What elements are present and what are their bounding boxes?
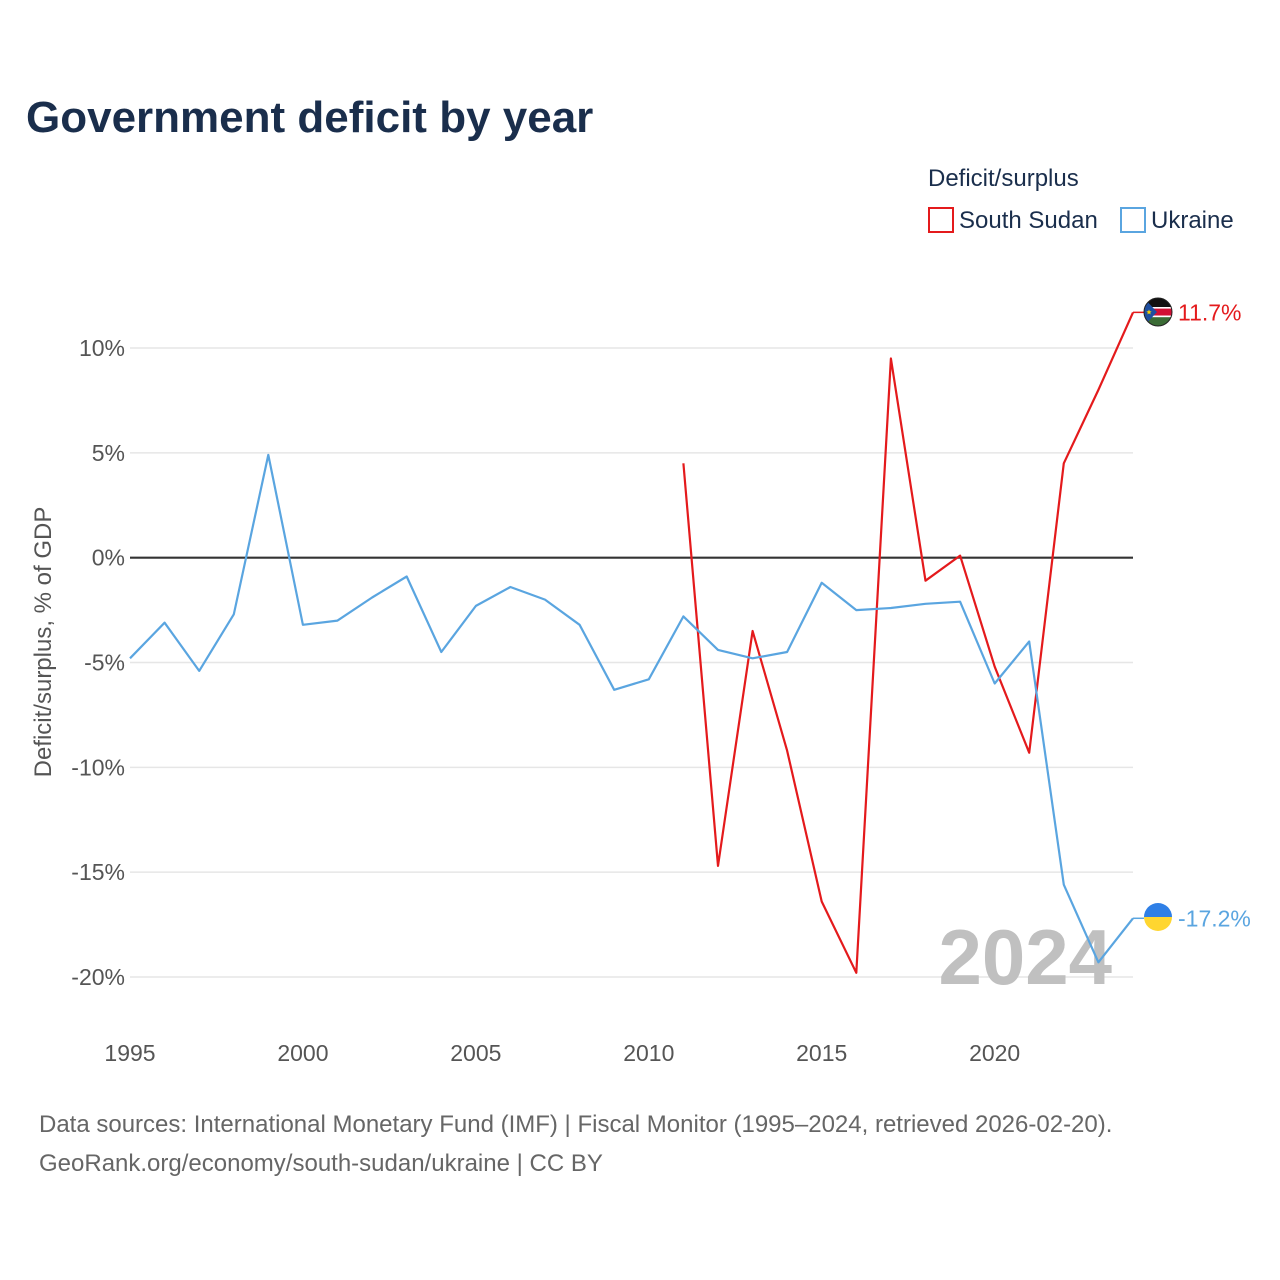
legend-title: Deficit/surplus xyxy=(928,165,1079,192)
south-sudan-flag-icon xyxy=(1144,298,1172,326)
end-labels: 11.7% -17.2% xyxy=(1133,299,1251,931)
ukraine-flag-icon xyxy=(1144,903,1172,931)
series-line-ukraine[interactable] xyxy=(129,453,1134,964)
series-line-south-sudan[interactable] xyxy=(682,311,1135,974)
legend-swatch-ukraine[interactable] xyxy=(1120,207,1146,233)
current-year-watermark: 2024 xyxy=(938,913,1112,1001)
y-axis-ticks: 10% 5% 0% -5% -10% -15% -20% xyxy=(71,335,125,990)
end-value-label-south-sudan: 11.7% xyxy=(1178,299,1242,325)
y-tick-label-3: -5% xyxy=(84,650,125,676)
legend-label-south-sudan[interactable]: South Sudan xyxy=(959,207,1098,234)
gridlines xyxy=(130,347,1133,978)
x-axis-ticks: 1995 2000 2005 2010 2015 2020 xyxy=(104,1040,1020,1066)
x-tick-label-4: 2015 xyxy=(796,1040,847,1066)
chart-title: Government deficit by year xyxy=(26,93,593,142)
source-note: Data sources: International Monetary Fun… xyxy=(39,1111,1112,1138)
legend-swatch-south-sudan[interactable] xyxy=(928,207,954,233)
x-tick-label-3: 2010 xyxy=(623,1040,674,1066)
y-axis-label: Deficit/surplus, % of GDP xyxy=(30,507,57,778)
y-tick-label-2: 0% xyxy=(92,545,125,571)
y-tick-label-0: 10% xyxy=(79,335,125,361)
y-tick-label-5: -15% xyxy=(71,859,125,885)
x-tick-label-0: 1995 xyxy=(104,1040,155,1066)
x-tick-label-2: 2005 xyxy=(450,1040,501,1066)
end-value-label-ukraine: -17.2% xyxy=(1178,905,1251,931)
x-tick-label-5: 2020 xyxy=(969,1040,1020,1066)
series-lines xyxy=(129,311,1135,974)
source-url[interactable]: GeoRank.org/economy/south-sudan/ukraine … xyxy=(39,1150,603,1177)
y-tick-label-6: -20% xyxy=(71,964,125,990)
legend-label-ukraine[interactable]: Ukraine xyxy=(1151,207,1234,234)
y-tick-label-4: -10% xyxy=(71,754,125,780)
y-tick-label-1: 5% xyxy=(92,440,125,466)
x-tick-label-1: 2000 xyxy=(277,1040,328,1066)
